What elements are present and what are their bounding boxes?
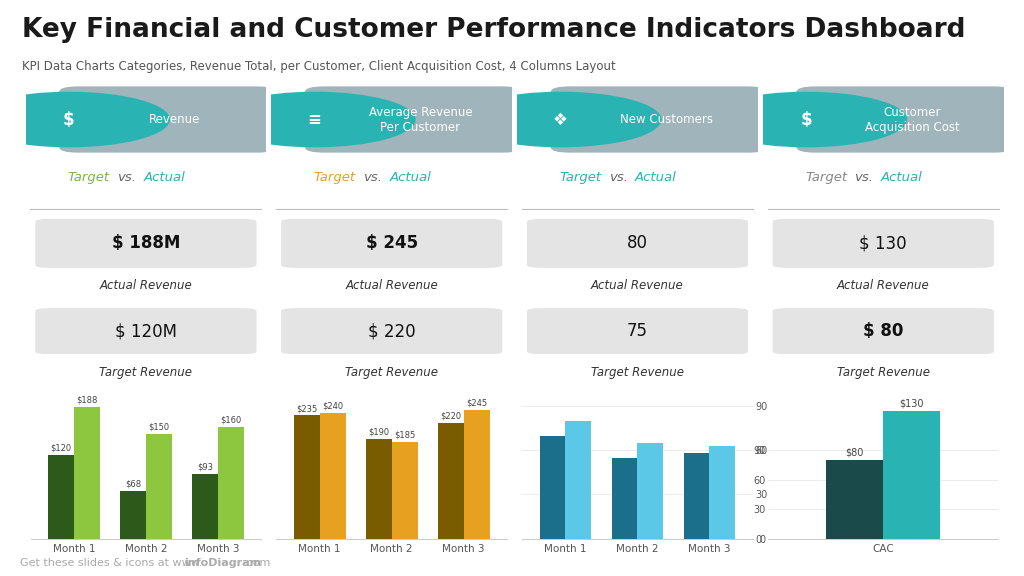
Text: $ 245: $ 245 [366,234,418,252]
Text: $ 80: $ 80 [863,322,903,340]
Bar [145,434,172,539]
Text: $160: $160 [220,415,242,425]
FancyBboxPatch shape [59,86,275,153]
Text: 80: 80 [627,234,648,252]
Bar [366,439,391,539]
FancyBboxPatch shape [797,86,1013,153]
Text: Actual Revenue: Actual Revenue [837,279,930,292]
Text: $80: $80 [846,448,864,457]
FancyBboxPatch shape [281,219,502,268]
Bar [294,415,319,539]
Text: Actual Revenue: Actual Revenue [99,279,193,292]
Text: $150: $150 [148,422,169,431]
Text: $: $ [63,111,75,128]
Text: Revenue: Revenue [150,113,201,126]
Text: $120: $120 [50,444,72,452]
Bar [826,460,883,539]
Bar [565,421,592,539]
Text: $130: $130 [899,399,924,408]
Circle shape [214,92,416,147]
Text: Target Revenue: Target Revenue [837,366,930,378]
Text: Target: Target [805,170,847,184]
Text: ❖: ❖ [553,111,568,128]
Text: ≡: ≡ [308,111,322,128]
FancyBboxPatch shape [772,308,993,354]
Text: Target: Target [559,170,601,184]
Text: Actual: Actual [881,170,923,184]
Text: Key Financial and Customer Performance Indicators Dashboard: Key Financial and Customer Performance I… [23,17,966,43]
Circle shape [706,92,907,147]
Text: $220: $220 [440,412,461,421]
Text: Target Revenue: Target Revenue [591,366,684,378]
Bar [120,491,146,539]
Text: $190: $190 [369,428,389,437]
Text: $: $ [801,111,812,128]
Text: Get these slides & icons at www.: Get these slides & icons at www. [20,558,203,568]
Text: vs.: vs. [854,170,873,184]
Bar [48,454,74,539]
Text: Target: Target [313,170,355,184]
Bar [319,412,346,539]
Circle shape [460,92,662,147]
Text: .com: .com [244,558,271,568]
Text: $188: $188 [76,396,97,405]
Text: Actual: Actual [389,170,431,184]
Text: $245: $245 [466,399,487,408]
Text: $ 220: $ 220 [368,322,416,340]
Bar [464,410,489,539]
FancyBboxPatch shape [35,308,256,354]
FancyBboxPatch shape [305,86,521,153]
Text: $68: $68 [125,480,141,489]
Text: 75: 75 [627,322,648,340]
FancyBboxPatch shape [526,308,748,354]
FancyBboxPatch shape [35,219,256,268]
Text: Target Revenue: Target Revenue [345,366,438,378]
Circle shape [0,92,170,147]
Text: vs.: vs. [608,170,628,184]
Text: Customer
Acquisition Cost: Customer Acquisition Cost [864,105,959,134]
Bar [74,407,100,539]
Bar [637,443,664,539]
Text: $ 130: $ 130 [859,234,907,252]
Text: $185: $185 [394,430,416,439]
Text: Actual: Actual [143,170,185,184]
Bar [710,446,735,539]
FancyBboxPatch shape [772,219,993,268]
Text: Actual: Actual [635,170,677,184]
Text: Actual Revenue: Actual Revenue [591,279,684,292]
Text: Actual Revenue: Actual Revenue [345,279,438,292]
Text: Average Revenue
Per Customer: Average Revenue Per Customer [369,105,472,134]
FancyBboxPatch shape [526,219,748,268]
Text: $ 188M: $ 188M [112,234,180,252]
Text: infoDiagram: infoDiagram [184,558,261,568]
Text: Target: Target [68,170,110,184]
Bar [193,473,218,539]
Text: New Customers: New Customers [620,113,713,126]
Text: $93: $93 [197,463,213,471]
Bar [684,453,710,539]
Text: vs.: vs. [117,170,136,184]
FancyBboxPatch shape [281,308,502,354]
Bar [611,458,637,539]
Text: $240: $240 [323,401,343,411]
Bar [883,411,940,539]
Text: KPI Data Charts Categories, Revenue Total, per Customer, Client Acquisition Cost: KPI Data Charts Categories, Revenue Tota… [23,60,616,73]
Text: $ 120M: $ 120M [115,322,177,340]
FancyBboxPatch shape [551,86,767,153]
Text: Target Revenue: Target Revenue [99,366,193,378]
Bar [218,427,244,539]
Bar [391,442,418,539]
Text: $235: $235 [296,404,317,413]
Bar [438,423,464,539]
Bar [540,436,565,539]
Text: vs.: vs. [362,170,382,184]
